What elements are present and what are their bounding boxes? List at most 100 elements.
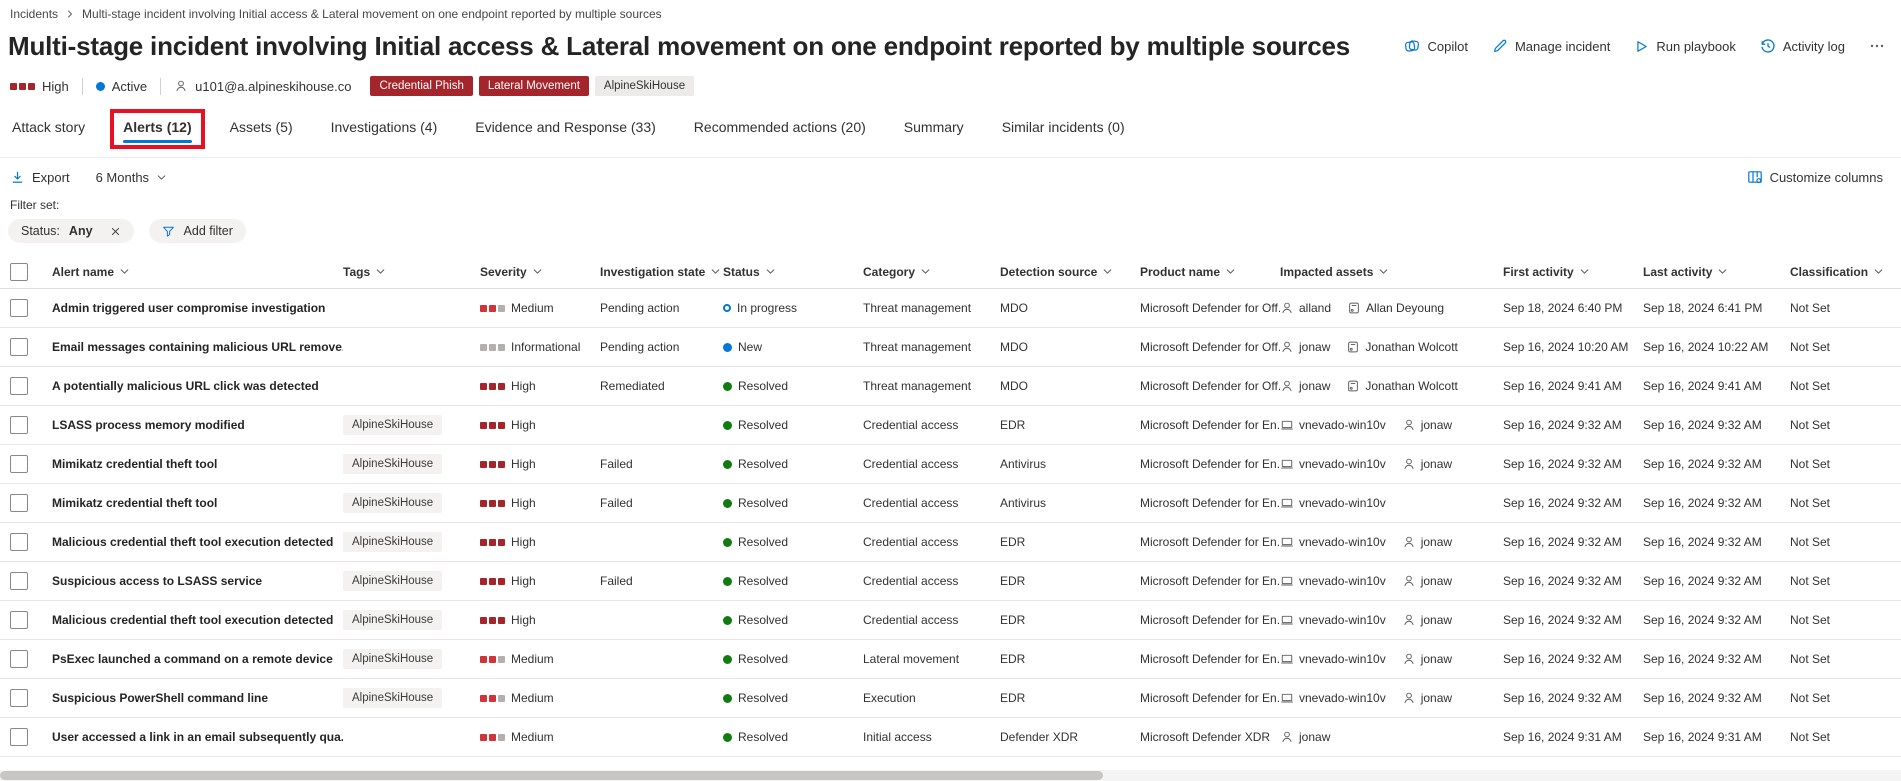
asset-user[interactable]: jonaw <box>1402 691 1452 705</box>
alert-name-cell[interactable]: Malicious credential theft tool executio… <box>52 613 334 627</box>
column-header-detection-source[interactable]: Detection source <box>1000 265 1140 279</box>
tab-investigations-4[interactable]: Investigations (4) <box>330 119 438 135</box>
tab-assets-5[interactable]: Assets (5) <box>229 119 293 135</box>
status-dot-icon <box>723 693 732 703</box>
asset-mailbox[interactable]: Jonathan Wolcott <box>1346 379 1458 393</box>
column-header-status[interactable]: Status <box>723 265 863 279</box>
alert-name-cell[interactable]: Suspicious access to LSASS service <box>52 574 263 588</box>
copilot-button[interactable]: Copilot <box>1404 38 1468 54</box>
column-header-category[interactable]: Category <box>863 265 1000 279</box>
column-header-last-activity[interactable]: Last activity <box>1643 265 1790 279</box>
asset-device[interactable]: vnevado-win10v <box>1280 691 1386 705</box>
add-filter-button[interactable]: Add filter <box>148 219 246 243</box>
scrollbar-thumb[interactable] <box>0 771 1103 780</box>
row-checkbox[interactable] <box>10 572 28 590</box>
asset-user[interactable]: alland <box>1280 301 1331 315</box>
row-checkbox[interactable] <box>10 689 28 707</box>
column-header-alert-name[interactable]: Alert name <box>52 265 343 279</box>
first-activity-cell: Sep 16, 2024 9:31 AM <box>1503 730 1622 744</box>
table-row[interactable]: Email messages containing malicious URL … <box>0 328 1901 367</box>
time-range-dropdown[interactable]: 6 Months <box>96 170 167 185</box>
column-header-classification[interactable]: Classification <box>1790 265 1901 279</box>
row-checkbox[interactable] <box>10 455 28 473</box>
export-button[interactable]: Export <box>10 170 70 185</box>
asset-device[interactable]: vnevado-win10v <box>1280 496 1386 510</box>
asset-device[interactable]: vnevado-win10v <box>1280 457 1386 471</box>
alert-name-cell[interactable]: PsExec launched a command on a remote de… <box>52 652 333 666</box>
tab-recommended-actions-20[interactable]: Recommended actions (20) <box>693 119 866 135</box>
table-row[interactable]: Suspicious access to LSASS service Alpine… <box>0 562 1901 601</box>
table-row[interactable]: Malicious credential theft tool executio… <box>0 601 1901 640</box>
alert-name-cell[interactable]: Mimikatz credential theft tool <box>52 496 218 510</box>
asset-mailbox[interactable]: Allan Deyoung <box>1347 301 1444 315</box>
row-checkbox[interactable] <box>10 533 28 551</box>
asset-device[interactable]: vnevado-win10v <box>1280 535 1386 549</box>
column-header-investigation-state[interactable]: Investigation state <box>600 265 723 279</box>
asset-user[interactable]: jonaw <box>1280 379 1330 393</box>
row-checkbox[interactable] <box>10 728 28 746</box>
incident-user[interactable]: u101@a.alpineskihouse.co <box>174 79 351 94</box>
table-row[interactable]: Mimikatz credential theft tool AlpineSkiH… <box>0 445 1901 484</box>
alert-name-cell[interactable]: A potentially malicious URL click was de… <box>52 379 319 393</box>
investigation-state-cell: Pending action <box>600 340 680 354</box>
asset-user[interactable]: jonaw <box>1280 340 1330 354</box>
table-row[interactable]: PsExec launched a command on a remote de… <box>0 640 1901 679</box>
asset-mailbox[interactable]: Jonathan Wolcott <box>1346 340 1458 354</box>
column-header-product-name[interactable]: Product name <box>1140 265 1280 279</box>
table-row[interactable]: Mimikatz credential theft tool AlpineSkiH… <box>0 484 1901 523</box>
row-checkbox[interactable] <box>10 650 28 668</box>
asset-user[interactable]: jonaw <box>1402 574 1452 588</box>
alert-name-cell[interactable]: Malicious credential theft tool executio… <box>52 535 334 549</box>
tab-alerts-12[interactable]: Alerts (12) <box>110 109 206 152</box>
alert-name-cell[interactable]: Email messages containing malicious URL … <box>52 340 343 354</box>
asset-device[interactable]: vnevado-win10v <box>1280 418 1386 432</box>
run-playbook-button[interactable]: Run playbook <box>1634 39 1736 54</box>
table-row[interactable]: Admin triggered user compromise investig… <box>0 289 1901 328</box>
tab-similar-incidents-0[interactable]: Similar incidents (0) <box>1001 119 1125 135</box>
row-checkbox[interactable] <box>10 377 28 395</box>
asset-user[interactable]: jonaw <box>1402 535 1452 549</box>
alert-name-cell[interactable]: Mimikatz credential theft tool <box>52 457 218 471</box>
asset-user[interactable]: jonaw <box>1402 457 1452 471</box>
column-header-severity[interactable]: Severity <box>480 265 600 279</box>
table-row[interactable]: User accessed a link in an email subsequ… <box>0 718 1901 757</box>
tab-evidence-and-response-33[interactable]: Evidence and Response (33) <box>475 119 656 135</box>
table-row[interactable]: Suspicious PowerShell command line Alpine… <box>0 679 1901 718</box>
status-dot-icon <box>723 381 732 391</box>
column-header-impacted-assets[interactable]: Impacted assets <box>1280 265 1503 279</box>
asset-device[interactable]: vnevado-win10v <box>1280 613 1386 627</box>
row-checkbox[interactable] <box>10 611 28 629</box>
manage-incident-button[interactable]: Manage incident <box>1492 38 1610 54</box>
alert-name-cell[interactable]: Admin triggered user compromise investig… <box>52 301 326 315</box>
customize-columns-button[interactable]: Customize columns <box>1747 169 1883 185</box>
table-row[interactable]: A potentially malicious URL click was de… <box>0 367 1901 406</box>
asset-user[interactable]: jonaw <box>1402 418 1452 432</box>
asset-device[interactable]: vnevado-win10v <box>1280 652 1386 666</box>
table-row[interactable]: LSASS process memory modified AlpineSkiHo… <box>0 406 1901 445</box>
asset-user[interactable]: jonaw <box>1402 613 1452 627</box>
row-checkbox[interactable] <box>10 338 28 356</box>
row-checkbox[interactable] <box>10 494 28 512</box>
status-filter-pill[interactable]: Status: Any <box>8 219 134 243</box>
asset-device[interactable]: vnevado-win10v <box>1280 574 1386 588</box>
row-checkbox[interactable] <box>10 299 28 317</box>
activity-log-button[interactable]: Activity log <box>1760 38 1845 54</box>
row-checkbox[interactable] <box>10 416 28 434</box>
impacted-assets-cell: vnevado-win10v jonaw <box>1280 691 1503 705</box>
breadcrumb-incidents-link[interactable]: Incidents <box>10 7 59 21</box>
tab-attack-story[interactable]: Attack story <box>12 119 86 135</box>
column-header-tags[interactable]: Tags <box>343 265 480 279</box>
asset-user[interactable]: jonaw <box>1402 652 1452 666</box>
horizontal-scrollbar[interactable] <box>0 770 1901 781</box>
alert-name-cell[interactable]: Suspicious PowerShell command line <box>52 691 269 705</box>
table-row[interactable]: Malicious credential theft tool executio… <box>0 523 1901 562</box>
more-actions-button[interactable] <box>1869 38 1885 54</box>
asset-user[interactable]: jonaw <box>1280 730 1330 744</box>
column-header-first-activity[interactable]: First activity <box>1503 265 1643 279</box>
close-icon[interactable] <box>110 226 121 237</box>
select-all-checkbox[interactable] <box>10 262 28 281</box>
product-name-cell: Microsoft Defender for En... <box>1140 613 1280 627</box>
alert-name-cell[interactable]: LSASS process memory modified <box>52 418 245 432</box>
tab-summary[interactable]: Summary <box>903 119 964 135</box>
alert-name-cell[interactable]: User accessed a link in an email subsequ… <box>52 730 343 744</box>
